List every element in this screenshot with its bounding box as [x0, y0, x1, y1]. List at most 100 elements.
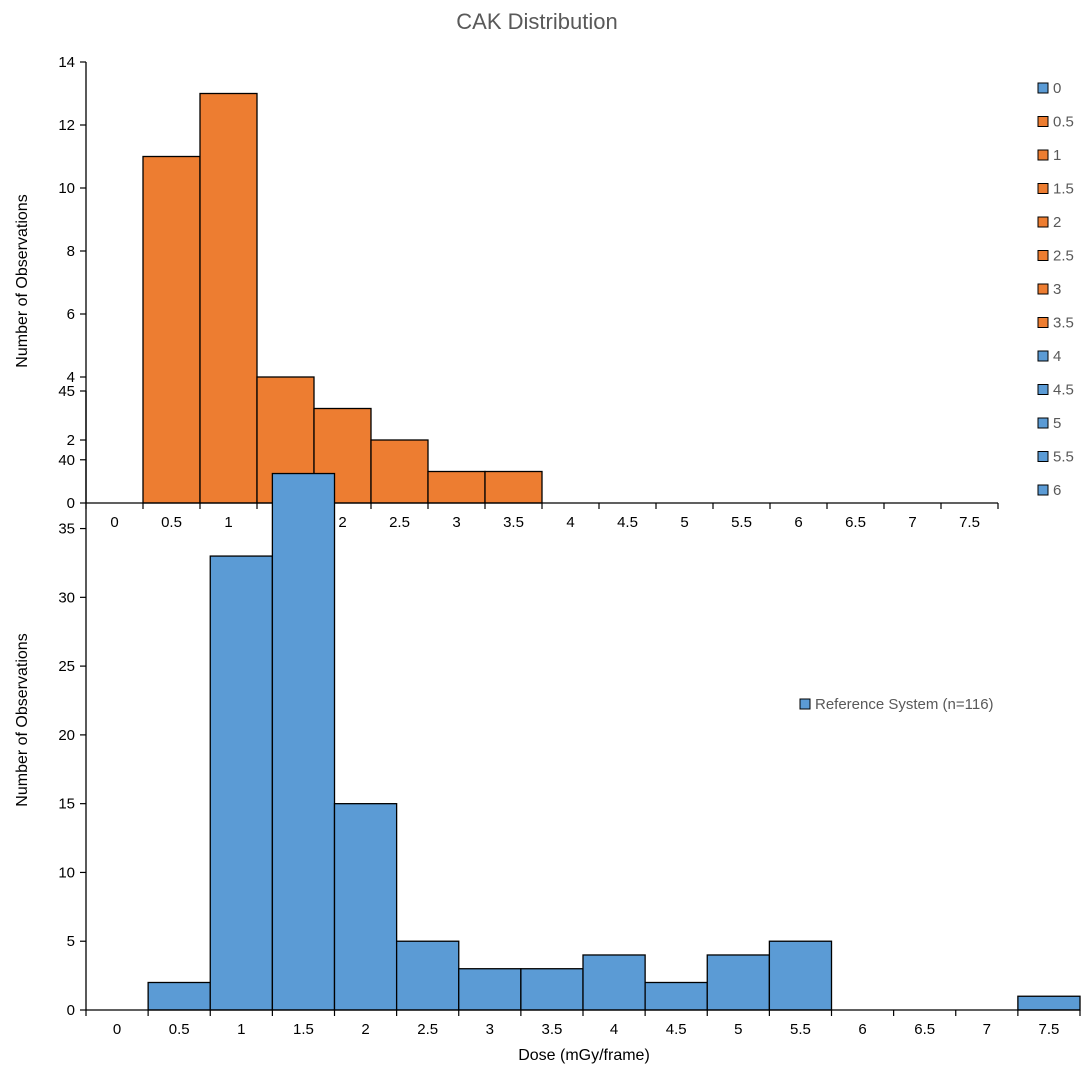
x-tick-label: 4 — [610, 1021, 618, 1038]
legend-label: 6 — [1053, 482, 1061, 499]
x-tick-label: 7 — [983, 1021, 991, 1038]
x-tick-label: 5 — [734, 1021, 742, 1038]
bar-4 — [582, 954, 646, 1011]
x-tick-label: 1.5 — [293, 1021, 314, 1038]
legend-label: 1.5 — [1053, 181, 1074, 198]
x-tick-label: 1 — [237, 1021, 245, 1038]
legend-swatch — [1037, 183, 1049, 194]
top-histogram: 0246810121400.511.522.533.544.555.566.57… — [58, 54, 999, 531]
bar-5 — [706, 954, 771, 1011]
x-tick-label: 5 — [680, 514, 688, 531]
x-tick-label: 0 — [110, 514, 118, 531]
legend-swatch — [1037, 350, 1049, 362]
x-tick-label: 4.5 — [617, 514, 638, 531]
bar-3-5 — [484, 470, 543, 504]
x-tick-label: 3 — [452, 514, 460, 531]
x-tick-label: 5.5 — [731, 514, 752, 531]
bar-3 — [427, 470, 486, 504]
legend-label: 0.5 — [1053, 114, 1074, 131]
bar-1-5 — [271, 472, 336, 1011]
x-tick-label: 4 — [566, 514, 574, 531]
x-tick-label: 0.5 — [161, 514, 182, 531]
x-tick-label: 7.5 — [959, 514, 980, 531]
legend-swatch — [1037, 283, 1049, 295]
legend-swatch — [1037, 384, 1049, 395]
x-tick-label: 5.5 — [790, 1021, 811, 1038]
legend-swatch — [1037, 116, 1049, 127]
x-tick-label: 2.5 — [417, 1021, 438, 1038]
top-legend: 0 0.5 1 1.5 2 2.5 3 3.5 4 4.5 5 5.5 6 — [1037, 80, 1074, 499]
x-tick-label: 2 — [338, 514, 346, 531]
y-tick-label: 4 — [67, 369, 75, 386]
legend-swatch — [1037, 484, 1049, 496]
bar-3 — [458, 968, 522, 1011]
y-tick-label: 40 — [58, 452, 75, 469]
bar-2 — [333, 803, 398, 1011]
y-tick-label: 2 — [67, 432, 75, 449]
figure-title: CAK Distribution — [456, 9, 617, 34]
legend-swatch — [1037, 149, 1049, 161]
y-tick-label: 10 — [58, 180, 75, 197]
x-tick-label: 6 — [794, 514, 802, 531]
x-tick-label: 2.5 — [389, 514, 410, 531]
legend-label: 1 — [1053, 147, 1061, 164]
legend-swatch — [799, 698, 811, 710]
legend-label: 3.5 — [1053, 315, 1074, 332]
y-tick-label: 8 — [67, 243, 75, 260]
bar-1 — [199, 92, 258, 504]
top-y-axis-label: Number of Observations — [14, 194, 31, 367]
y-tick-label: 0 — [67, 1002, 75, 1019]
bar-2-5 — [395, 940, 460, 1011]
legend-label: 2 — [1053, 214, 1061, 231]
legend-label: 4 — [1053, 348, 1061, 365]
y-tick-label: 30 — [58, 589, 75, 606]
x-tick-label: 6.5 — [914, 1021, 935, 1038]
legend-label: 3 — [1053, 281, 1061, 298]
bar-2-5 — [370, 439, 429, 504]
bottom-legend: Reference System (n=116) — [799, 696, 994, 713]
legend-label: 0 — [1053, 80, 1061, 97]
legend-label: Reference System (n=116) — [815, 696, 994, 713]
legend-swatch — [1037, 417, 1049, 429]
x-tick-label: 7.5 — [1039, 1021, 1060, 1038]
x-tick-label: 0.5 — [169, 1021, 190, 1038]
legend-label: 4.5 — [1053, 382, 1074, 399]
bottom-x-axis-label: Dose (mGy/frame) — [518, 1047, 650, 1064]
x-tick-label: 3.5 — [503, 514, 524, 531]
bar-0-5 — [142, 155, 201, 504]
bar-0-5 — [147, 981, 211, 1011]
y-tick-label: 20 — [58, 727, 75, 744]
y-tick-label: 5 — [67, 933, 75, 950]
legend-label: 2.5 — [1053, 248, 1074, 265]
legend-swatch — [1037, 82, 1049, 94]
legend-label: 5.5 — [1053, 449, 1074, 466]
bar-5-5 — [768, 940, 833, 1011]
legend-swatch — [1037, 250, 1049, 261]
y-tick-label: 45 — [58, 383, 75, 400]
x-tick-label: 6.5 — [845, 514, 866, 531]
x-tick-label: 3.5 — [542, 1021, 563, 1038]
y-tick-label: 25 — [58, 658, 75, 675]
y-tick-label: 15 — [58, 796, 75, 813]
x-tick-label: 0 — [113, 1021, 121, 1038]
x-tick-label: 6 — [858, 1021, 866, 1038]
bar-7-5 — [1017, 995, 1081, 1011]
bar-4-5 — [644, 981, 708, 1011]
x-tick-label: 2 — [361, 1021, 369, 1038]
legend-label: 5 — [1053, 415, 1061, 432]
legend-swatch — [1037, 451, 1049, 462]
y-tick-label: 10 — [58, 864, 75, 881]
y-tick-label: 14 — [58, 54, 75, 71]
y-tick-label: 6 — [67, 306, 75, 323]
x-tick-label: 7 — [908, 514, 916, 531]
x-tick-label: 1 — [224, 514, 232, 531]
bar-1 — [209, 555, 274, 1011]
y-tick-label: 12 — [58, 117, 75, 134]
legend-swatch — [1037, 216, 1049, 228]
x-tick-label: 3 — [486, 1021, 494, 1038]
y-tick-label: 0 — [67, 495, 75, 512]
bar-3-5 — [520, 968, 584, 1011]
x-tick-label: 4.5 — [666, 1021, 687, 1038]
y-tick-label: 35 — [58, 521, 75, 538]
